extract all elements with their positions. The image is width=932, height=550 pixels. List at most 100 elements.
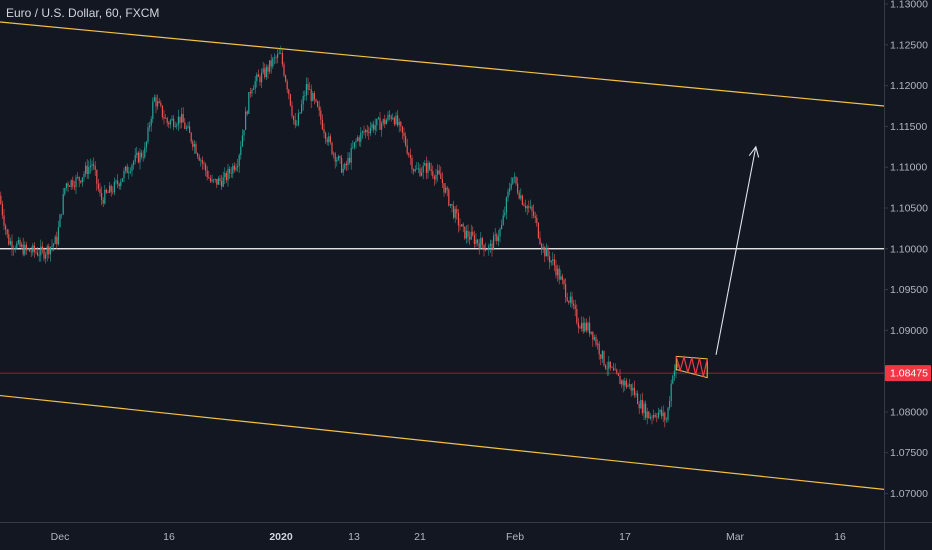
candle-body xyxy=(606,368,608,370)
candle-body xyxy=(357,137,359,141)
candle-body xyxy=(233,165,235,170)
candle-body xyxy=(448,189,450,206)
candle-body xyxy=(528,206,530,208)
candle-body xyxy=(208,177,210,179)
candle-body xyxy=(509,188,511,192)
candle-body xyxy=(518,192,520,199)
candle-body xyxy=(336,159,338,162)
candle-body xyxy=(429,163,431,170)
candle-body xyxy=(342,168,344,173)
candle-body xyxy=(25,244,27,250)
candle-body xyxy=(352,147,354,148)
candle-body xyxy=(510,183,512,189)
candle-body xyxy=(659,409,661,413)
candle-body xyxy=(637,393,639,405)
candle-body xyxy=(563,279,565,285)
candle-body xyxy=(107,192,109,194)
candle-body xyxy=(203,163,205,165)
candle-body xyxy=(211,179,213,182)
candle-body xyxy=(200,160,202,161)
candle-body xyxy=(379,117,381,130)
candle-body xyxy=(104,189,106,204)
candle-body xyxy=(73,186,75,188)
y-tick-label: 1.12000 xyxy=(890,80,928,92)
candle-body xyxy=(320,110,322,120)
candle-body xyxy=(478,243,480,249)
candle-body xyxy=(299,112,301,114)
candle-body xyxy=(248,92,250,114)
candle-body xyxy=(633,387,635,396)
candle-body xyxy=(257,74,259,77)
candle-body xyxy=(489,243,491,246)
candle-body xyxy=(600,354,602,359)
candle-body xyxy=(515,176,517,184)
candle-body xyxy=(627,385,629,387)
candle-body xyxy=(579,327,581,329)
candle-body xyxy=(105,189,107,193)
candle-body xyxy=(513,176,515,178)
candle-body xyxy=(57,227,59,245)
candle-body xyxy=(24,244,26,255)
candle-body xyxy=(536,217,538,223)
candle-body xyxy=(646,411,648,418)
candle-body xyxy=(670,383,672,402)
candle-body xyxy=(592,331,594,340)
candle-body xyxy=(168,122,170,125)
candle-body xyxy=(259,76,261,83)
candle-body xyxy=(561,276,563,280)
candle-body xyxy=(9,241,11,245)
y-tick-label: 1.13000 xyxy=(890,0,928,11)
channel-line xyxy=(0,394,885,490)
candle-body xyxy=(411,157,413,170)
candle-body xyxy=(587,322,589,331)
x-tick-label: Dec xyxy=(51,531,70,543)
candle-body xyxy=(473,235,475,244)
candle-body xyxy=(1,203,3,216)
candle-body xyxy=(317,101,319,107)
candle-body xyxy=(150,118,152,126)
candle-body xyxy=(403,132,405,137)
candle-body xyxy=(323,129,325,134)
candle-body xyxy=(555,265,557,276)
candle-body xyxy=(249,92,251,94)
candle-body xyxy=(483,244,485,251)
candle-body xyxy=(475,239,477,244)
candle-body xyxy=(576,309,578,323)
candle-body xyxy=(8,234,10,245)
candle-body xyxy=(81,177,83,183)
flag-zigzag xyxy=(675,354,708,377)
candle-body xyxy=(43,249,45,259)
candle-body xyxy=(139,152,141,163)
candle-body xyxy=(358,137,360,142)
candle-body xyxy=(640,400,642,409)
candle-body xyxy=(573,303,575,306)
candle-body xyxy=(470,231,472,240)
candle-body xyxy=(133,161,135,165)
y-tick-label: 1.12500 xyxy=(890,39,928,51)
candle-body xyxy=(485,249,487,251)
candle-body xyxy=(609,361,611,368)
candle-body xyxy=(656,416,658,418)
candle-body xyxy=(109,185,111,193)
flag-box xyxy=(675,355,708,379)
candle-body xyxy=(61,214,63,215)
candle-body xyxy=(457,213,459,226)
candle-body xyxy=(432,171,434,177)
candle-body xyxy=(355,140,357,143)
candle-body xyxy=(363,131,365,133)
candle-body xyxy=(173,118,175,127)
candle-body xyxy=(304,95,306,97)
candle-body xyxy=(569,296,571,303)
candle-body xyxy=(217,178,219,185)
candle-body xyxy=(3,215,5,226)
candle-body xyxy=(497,236,499,242)
candle-body xyxy=(493,235,495,251)
candle-body xyxy=(254,81,256,89)
candle-body xyxy=(331,142,333,155)
candle-body xyxy=(301,104,303,113)
candle-body xyxy=(288,89,290,95)
candle-body xyxy=(550,260,552,263)
candle-body xyxy=(97,183,99,189)
candle-body xyxy=(469,237,471,240)
